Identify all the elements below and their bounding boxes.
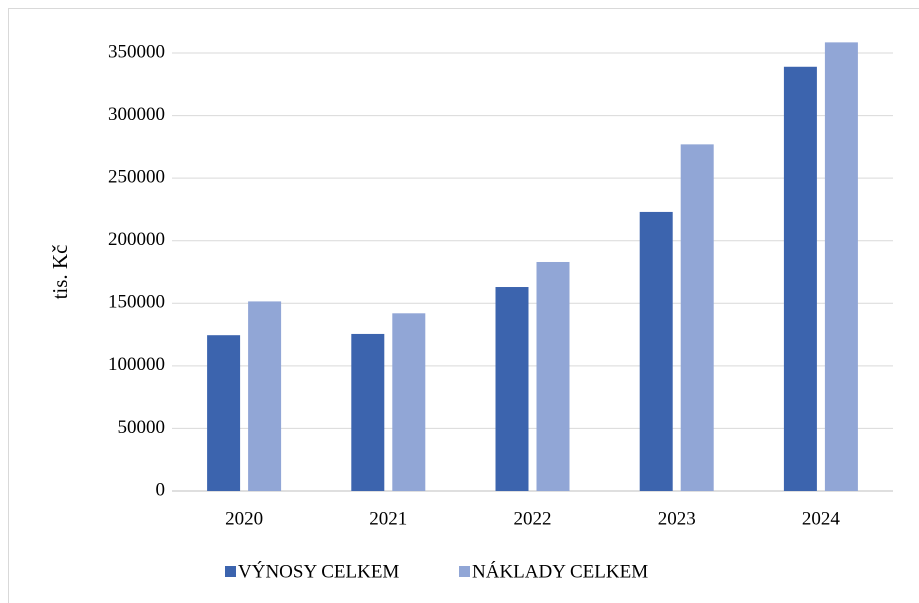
y-axis-label: tis. Kč (48, 245, 72, 300)
y-tick-label: 350000 (108, 41, 165, 62)
chart-frame (8, 8, 919, 603)
legend-swatch (225, 566, 236, 577)
y-tick-label: 50000 (118, 417, 166, 438)
x-tick-label: 2020 (225, 508, 263, 529)
bar (207, 335, 241, 491)
y-tick-label: 300000 (108, 104, 165, 125)
legend-label: VÝNOSY CELKEM (238, 560, 399, 582)
legend-label: NÁKLADY CELKEM (472, 560, 648, 582)
bar (639, 211, 673, 491)
bar (783, 66, 817, 491)
bar (824, 42, 858, 492)
bar (248, 301, 282, 491)
bar (351, 333, 385, 491)
y-tick-label: 200000 (108, 229, 165, 250)
y-tick-label: 150000 (108, 292, 165, 313)
x-tick-label: 2023 (658, 508, 696, 529)
y-tick-label: 0 (156, 479, 166, 500)
y-tick-label: 100000 (108, 354, 165, 375)
bar (392, 313, 426, 491)
bar (680, 144, 714, 491)
x-tick-label: 2024 (802, 508, 841, 529)
legend-swatch (459, 566, 470, 577)
bar (536, 261, 570, 491)
y-tick-label: 250000 (108, 167, 165, 188)
bar (495, 287, 529, 491)
x-tick-label: 2022 (514, 508, 552, 529)
x-tick-label: 2021 (369, 508, 407, 529)
